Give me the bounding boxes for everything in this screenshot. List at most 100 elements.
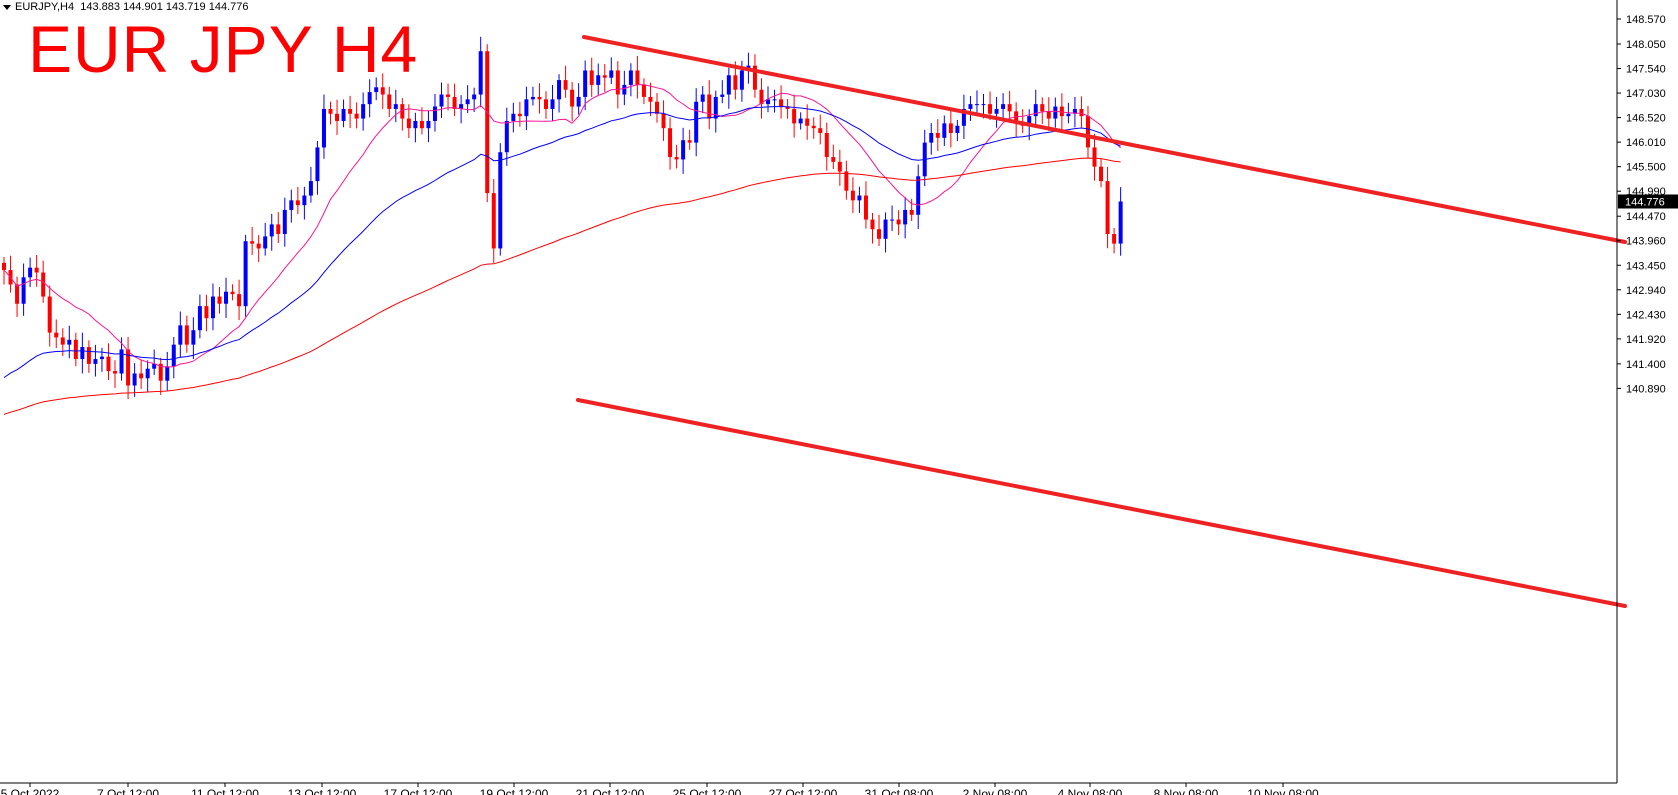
bear-candle [668,128,673,158]
bear-candle [844,171,849,191]
y-tick-label: 147.540 [1626,64,1666,76]
x-tick-label: 13 Oct 12:00 [288,787,357,795]
y-tick-label: 145.500 [1626,162,1666,174]
bull-candle [1118,201,1123,244]
ohlc-open: 143.883 [80,1,120,13]
y-tick-label: 144.470 [1626,211,1666,223]
bull-candle [622,84,627,95]
bull-candle [308,181,313,196]
bear-candle [328,108,333,114]
ohlc-close: 144.776 [208,1,249,13]
bear-candle [54,332,59,338]
bull-candle [726,75,731,95]
bear-candle [250,241,255,244]
bull-candle [465,99,470,105]
bear-candle [818,128,823,133]
bear-candle [792,108,797,124]
bear-candle [779,99,784,107]
bear-candle [641,84,646,97]
ma-mid-line [3,106,1121,379]
bear-candle [47,296,52,333]
x-tick-label: 2 Nov 08:00 [963,787,1028,795]
bear-candle [2,262,6,271]
dropdown-triangle-icon[interactable] [3,4,11,10]
bear-candle [139,373,144,379]
x-tick-label: 25 Oct 12:00 [673,787,742,795]
x-tick-label: 8 Nov 08:00 [1154,787,1219,795]
bull-candle [1001,104,1006,109]
x-tick-label: 7 Oct 12:00 [97,787,159,795]
chart-title: EUR JPY H4 [28,12,419,86]
bull-candle [961,108,966,126]
time-axis: 5 Oct 2022 7 Oct 12:00 11 Oct 12:00 13 Oct … [1,783,1319,795]
bull-candle [315,147,320,182]
bear-candle [15,284,20,304]
x-tick-label: 27 Oct 12:00 [769,787,838,795]
bull-candle [596,75,601,85]
bull-candle [413,120,418,129]
bear-candle [34,267,39,273]
bear-candle [988,104,993,114]
bear-candle [230,291,235,295]
bull-candle [393,104,398,109]
symbol-header: EURJPY,H4 143.883 144.901 143.719 144.77… [3,1,248,13]
bear-candle [1112,234,1117,244]
bull-candle [80,347,85,360]
bull-candle [243,241,248,307]
bear-candle [1007,104,1012,112]
bull-candle [459,104,464,109]
bull-candle [700,94,705,102]
bull-candle [694,101,699,143]
bear-candle [674,157,679,160]
bear-candle [406,118,411,129]
bear-candle [655,101,659,114]
bear-candle [811,125,816,129]
bull-candle [609,70,614,78]
bull-candle [994,108,999,114]
bull-candle [1072,108,1077,114]
bull-candle [119,349,124,374]
bull-candle [210,296,215,319]
bear-candle [602,75,607,78]
channel-lower-line[interactable] [576,398,1627,608]
bull-candle [504,120,509,153]
bear-candle [1099,166,1104,182]
ohlc-low: 143.719 [165,1,206,13]
bull-candle [67,339,72,345]
moving-averages [3,84,1121,415]
bull-candle [798,118,803,124]
bear-candle [295,200,300,206]
bull-candle [524,99,529,117]
bull-candle [628,70,633,85]
y-tick-label: 140.890 [1626,383,1666,395]
y-tick-label: 148.570 [1626,14,1666,26]
bear-candle [1059,106,1064,117]
bear-candle [589,70,594,85]
x-tick-label: 4 Nov 08:00 [1058,787,1123,795]
bear-candle [661,113,666,129]
bull-candle [890,219,895,221]
bear-candle [380,87,385,95]
bull-candle [942,123,947,138]
x-tick-label: 21 Oct 12:00 [576,787,645,795]
bear-candle [41,272,46,297]
bull-candle [903,209,908,225]
bear-candle [106,356,111,372]
bull-candle [530,96,535,100]
bear-candle [870,219,875,230]
bull-candle [713,96,718,119]
bear-candle [635,70,640,85]
bear-candle [485,51,490,194]
bull-candle [557,80,562,100]
bear-candle [113,371,118,374]
bull-candle [145,368,150,379]
bear-candle [400,104,405,119]
bull-candle [583,70,588,97]
y-tick-label: 142.940 [1626,285,1666,297]
bear-candle [837,161,842,172]
bear-candle [850,190,855,201]
channel-upper-line[interactable] [582,35,1627,244]
bear-candle [335,113,340,121]
bull-candle [968,104,973,109]
